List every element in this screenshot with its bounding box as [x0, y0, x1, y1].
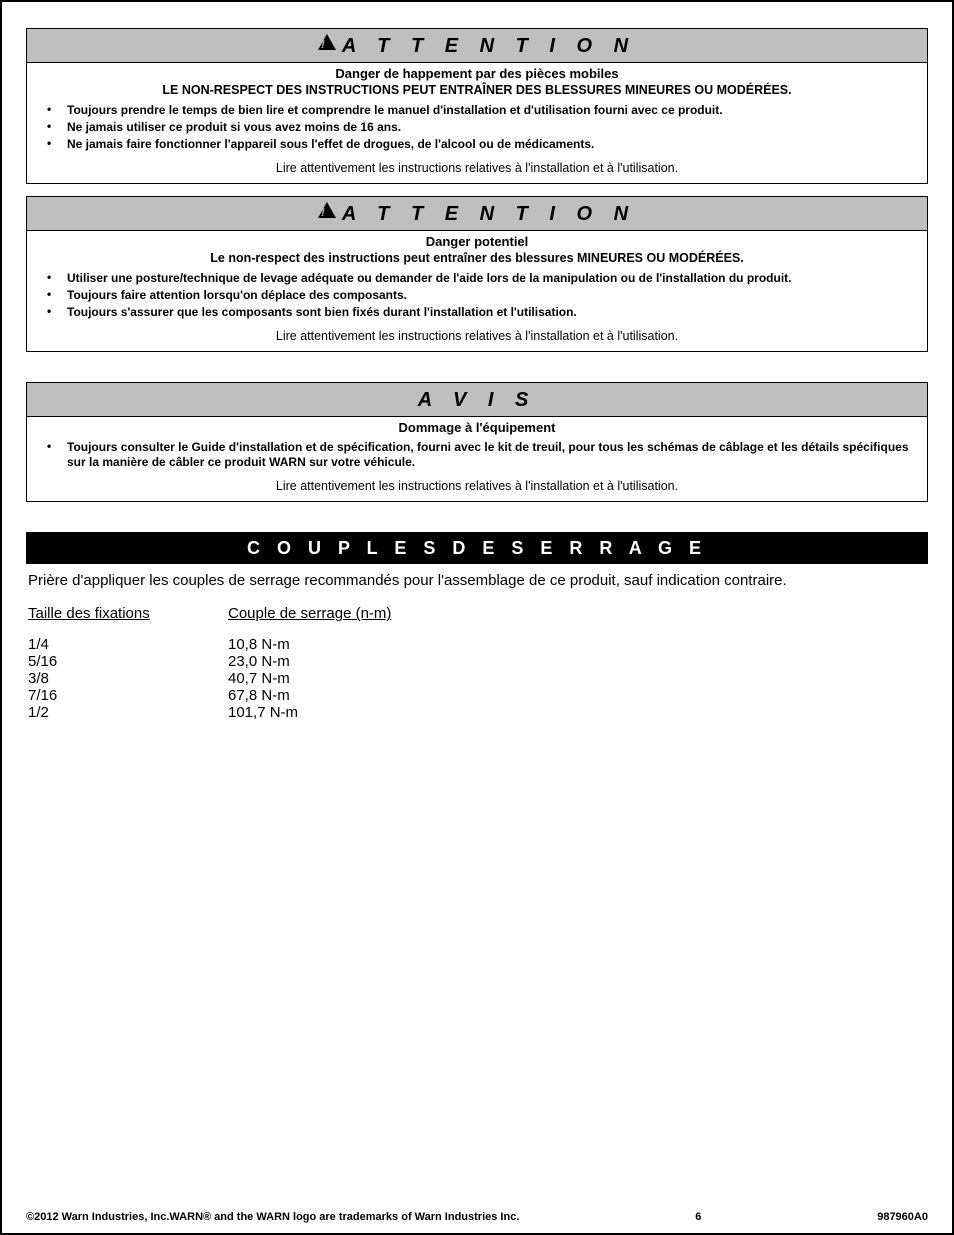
svg-text:!: ! [321, 39, 333, 50]
torque-size: 1/4 [28, 636, 228, 653]
bullet-item: Utiliser une posture/technique de levage… [37, 270, 917, 287]
avis-bullets: Toujours consulter le Guide d'installati… [27, 437, 927, 473]
bullet-item: Ne jamais faire fonctionner l'appareil s… [37, 136, 917, 153]
attention-heading-2-text: A T T E N T I O N [342, 203, 636, 225]
torque-row: 1/4 10,8 N-m [28, 636, 926, 653]
torque-size: 7/16 [28, 687, 228, 704]
avis-subtitle: Dommage à l'équipement [27, 417, 927, 437]
footer-page-number: 6 [695, 1211, 701, 1223]
attention-2-subtitle: Danger potentiel [27, 231, 927, 251]
spacer [26, 514, 928, 532]
page: ! A T T E N T I O N Danger de happement … [0, 0, 954, 1235]
torque-table-head: Taille des fixations Couple de serrage (… [28, 605, 926, 622]
torque-row: 5/16 23,0 N-m [28, 653, 926, 670]
attention-heading-1-text: A T T E N T I O N [342, 35, 636, 57]
avis-heading: A V I S [27, 383, 927, 417]
bullet-item: Toujours s'assurer que les composants so… [37, 304, 917, 321]
bullet-item: Ne jamais utiliser ce produit si vous av… [37, 119, 917, 136]
svg-text:!: ! [321, 207, 333, 218]
torque-val: 101,7 N-m [228, 704, 428, 721]
spacer [26, 364, 928, 382]
torque-val: 10,8 N-m [228, 636, 428, 653]
torque-intro: Prière d'appliquer les couples de serrag… [26, 564, 928, 601]
torque-val: 40,7 N-m [228, 670, 428, 687]
warning-icon: ! [318, 33, 336, 56]
torque-table: Taille des fixations Couple de serrage (… [26, 601, 928, 721]
attention-block-2: ! A T T E N T I O N Danger potentiel Le … [26, 196, 928, 352]
torque-size: 1/2 [28, 704, 228, 721]
torque-row: 1/2 101,7 N-m [28, 704, 926, 721]
avis-heading-text: A V I S [418, 389, 537, 411]
torque-size: 5/16 [28, 653, 228, 670]
attention-2-subtitle2: Le non-respect des instructions peut ent… [27, 251, 927, 268]
page-footer: ©2012 Warn Industries, Inc.WARN® and the… [26, 1211, 928, 1223]
torque-size: 3/8 [28, 670, 228, 687]
torque-val: 23,0 N-m [228, 653, 428, 670]
torque-col1-head: Taille des fixations [28, 605, 228, 622]
avis-tail: Lire attentivement les instructions rela… [27, 473, 927, 501]
attention-heading-2: ! A T T E N T I O N [27, 197, 927, 231]
attention-block-1: ! A T T E N T I O N Danger de happement … [26, 28, 928, 184]
attention-1-bullets: Toujours prendre le temps de bien lire e… [27, 100, 927, 155]
torque-heading: C O U P L E S D E S E R R A G E [26, 532, 928, 564]
avis-block: A V I S Dommage à l'équipement Toujours … [26, 382, 928, 502]
attention-1-tail: Lire attentivement les instructions rela… [27, 155, 927, 183]
bullet-item: Toujours faire attention lorsqu'on dépla… [37, 287, 917, 304]
bullet-item: Toujours prendre le temps de bien lire e… [37, 102, 917, 119]
torque-val: 67,8 N-m [228, 687, 428, 704]
footer-right: 987960A0 [877, 1211, 928, 1223]
attention-2-tail: Lire attentivement les instructions rela… [27, 323, 927, 351]
warning-icon: ! [318, 201, 336, 224]
attention-1-subtitle2: LE NON-RESPECT DES INSTRUCTIONS PEUT ENT… [27, 83, 927, 100]
torque-row: 7/16 67,8 N-m [28, 687, 926, 704]
bullet-item: Toujours consulter le Guide d'installati… [37, 439, 917, 471]
footer-left: ©2012 Warn Industries, Inc.WARN® and the… [26, 1211, 519, 1223]
attention-1-subtitle: Danger de happement par des pièces mobil… [27, 63, 927, 83]
torque-row: 3/8 40,7 N-m [28, 670, 926, 687]
attention-heading-1: ! A T T E N T I O N [27, 29, 927, 63]
torque-col2-head: Couple de serrage (n-m) [228, 605, 428, 622]
attention-2-bullets: Utiliser une posture/technique de levage… [27, 268, 927, 323]
